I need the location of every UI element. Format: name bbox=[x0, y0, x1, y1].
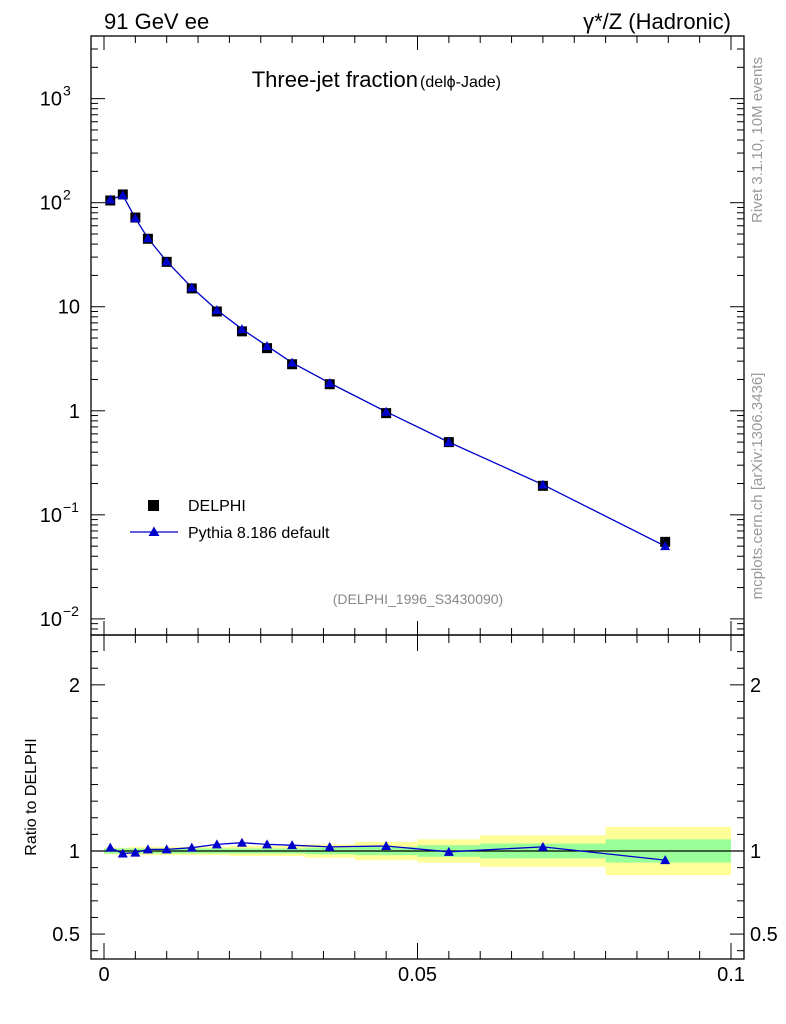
header-left: 91 GeV ee bbox=[104, 9, 209, 34]
x-tick-label: 0 bbox=[98, 964, 109, 986]
legend-pythia-marker bbox=[148, 526, 160, 536]
ratio-pythia-point bbox=[236, 837, 247, 847]
pythia-point bbox=[287, 357, 298, 367]
y-tick-label: 10 bbox=[58, 297, 80, 319]
ratio-pythia-point bbox=[186, 842, 197, 852]
ratio-pythia-point bbox=[211, 839, 222, 849]
y-tick-label: 1 bbox=[69, 401, 80, 423]
pythia-point bbox=[443, 437, 454, 447]
header-right: γ*/Z (Hadronic) bbox=[583, 9, 731, 34]
ratio-pythia-point bbox=[130, 847, 141, 857]
ratio-pythia-point bbox=[287, 840, 298, 850]
ratio-pythia-point bbox=[443, 846, 454, 856]
x-tick-label: 0.1 bbox=[717, 964, 745, 986]
legend-delphi-label: DELPHI bbox=[188, 498, 246, 515]
main-series bbox=[105, 189, 671, 551]
ratio-y-tick-label-left: 0.5 bbox=[52, 924, 80, 946]
ratio-pythia-point bbox=[262, 839, 273, 849]
y-tick-label: 10 bbox=[40, 505, 62, 527]
pythia-point bbox=[236, 324, 247, 334]
ratio-pythia-point bbox=[117, 848, 128, 858]
ratio-y-tick-label-right: 2 bbox=[750, 675, 761, 697]
main-panel: Three-jet fraction (delϕ-Jade) (DELPHI_1… bbox=[40, 35, 745, 636]
y-tick-label: 10 bbox=[40, 609, 62, 631]
pythia-line bbox=[110, 194, 666, 547]
pythia-point bbox=[105, 194, 116, 204]
y-tick-label-exponent: −2 bbox=[63, 603, 79, 619]
ratio-pythia-point bbox=[105, 842, 116, 852]
y-tick-label: 10 bbox=[40, 89, 62, 111]
pythia-point bbox=[537, 479, 548, 489]
rivet-version-text: Rivet 3.1.10, 10M events bbox=[749, 57, 766, 223]
pythia-point bbox=[262, 340, 273, 350]
ratio-pythia-point bbox=[161, 844, 172, 854]
ratio-frame bbox=[90, 634, 745, 960]
pythia-point bbox=[211, 305, 222, 315]
pythia-point bbox=[381, 406, 392, 416]
ratio-pythia-point bbox=[324, 841, 335, 851]
y-tick-label-exponent: 2 bbox=[63, 187, 71, 203]
x-tick-label: 0.05 bbox=[398, 964, 437, 986]
legend-delphi-marker bbox=[148, 500, 159, 511]
ratio-y-tick-label-right: 1 bbox=[750, 841, 761, 863]
y-tick-label-exponent: −1 bbox=[63, 499, 79, 515]
y-tick-label-exponent: 3 bbox=[63, 83, 71, 99]
legend: DELPHI Pythia 8.186 default bbox=[130, 498, 330, 542]
ratio-ylabel: Ratio to DELPHI bbox=[23, 738, 40, 855]
pythia-point bbox=[130, 213, 141, 223]
pythia-point bbox=[660, 541, 671, 551]
pythia-point bbox=[186, 282, 197, 292]
y-tick-label: 10 bbox=[40, 193, 62, 215]
plot-title: Three-jet fraction bbox=[252, 67, 418, 92]
ratio-y-tick-label-left: 2 bbox=[69, 675, 80, 697]
legend-pythia-label: Pythia 8.186 default bbox=[188, 525, 330, 542]
pythia-point bbox=[161, 256, 172, 266]
main-frame bbox=[90, 35, 745, 636]
ratio-series bbox=[105, 837, 671, 865]
mcplots-credit-text: mcplots.cern.ch [arXiv:1306.3436] bbox=[749, 373, 766, 600]
pythia-point bbox=[117, 190, 128, 200]
pythia-point bbox=[324, 377, 335, 387]
ratio-axis-ticks: 2 2 1 1 0.5 0.5 0 0.05 0.1 bbox=[52, 635, 778, 986]
analysis-watermark: (DELPHI_1996_S3430090) bbox=[333, 591, 503, 607]
ratio-pythia-point bbox=[660, 855, 671, 865]
pythia-point bbox=[142, 233, 153, 243]
ratio-pythia-point bbox=[381, 841, 392, 851]
plot-subtitle: (delϕ-Jade) bbox=[420, 74, 501, 91]
ratio-y-tick-label-left: 1 bbox=[69, 841, 80, 863]
ratio-panel: 2 2 1 1 0.5 0.5 0 0.05 0.1 Ratio to DELPHI bbox=[23, 634, 778, 986]
ratio-pythia-point bbox=[537, 841, 548, 851]
ratio-pythia-point bbox=[142, 844, 153, 854]
ratio-y-tick-label-right: 0.5 bbox=[750, 924, 778, 946]
